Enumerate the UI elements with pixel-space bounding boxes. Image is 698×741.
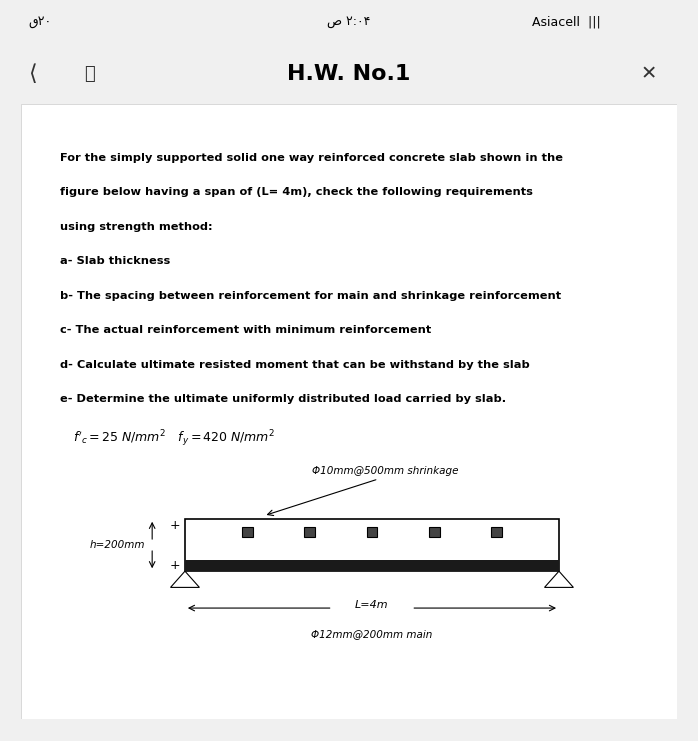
FancyBboxPatch shape: [21, 104, 677, 719]
Text: 🔍: 🔍: [84, 65, 94, 83]
Text: Φ12mm@200mm main: Φ12mm@200mm main: [311, 630, 433, 639]
Text: b- The spacing between reinforcement for main and shrinkage reinforcement: b- The spacing between reinforcement for…: [60, 290, 561, 301]
Text: ⟨: ⟨: [28, 64, 36, 84]
Text: using strength method:: using strength method:: [60, 222, 213, 232]
Bar: [304, 527, 315, 537]
Text: figure below having a span of (L= 4m), check the following requirements: figure below having a span of (L= 4m), c…: [60, 187, 533, 197]
Text: h=200mm: h=200mm: [90, 540, 146, 550]
Bar: [429, 527, 440, 537]
Polygon shape: [544, 571, 573, 588]
Text: $f'_c = 25 \; N/mm^2 \quad f_y = 420 \; N/mm^2$: $f'_c = 25 \; N/mm^2 \quad f_y = 420 \; …: [73, 428, 276, 449]
Text: +: +: [170, 559, 181, 571]
Bar: [185, 519, 559, 571]
Text: Asiacell  |||: Asiacell |||: [524, 15, 600, 28]
Text: ص ۲:۰۴: ص ۲:۰۴: [327, 15, 371, 28]
Text: ٯ۲۰: ٯ۲۰: [28, 15, 51, 28]
Polygon shape: [170, 571, 200, 588]
Text: d- Calculate ultimate resisted moment that can be withstand by the slab: d- Calculate ultimate resisted moment th…: [60, 359, 530, 370]
Text: ✕: ✕: [641, 64, 658, 84]
Bar: [242, 527, 253, 537]
Text: Φ10mm@500mm shrinkage: Φ10mm@500mm shrinkage: [312, 466, 459, 476]
Text: c- The actual reinforcement with minimum reinforcement: c- The actual reinforcement with minimum…: [60, 325, 431, 335]
Text: e- Determine the ultimate uniformly distributed load carried by slab.: e- Determine the ultimate uniformly dist…: [60, 394, 507, 404]
Text: H.W. No.1: H.W. No.1: [288, 64, 410, 84]
Bar: [185, 559, 559, 571]
Text: +: +: [170, 519, 181, 531]
Bar: [491, 527, 502, 537]
Text: a- Slab thickness: a- Slab thickness: [60, 256, 170, 266]
Bar: [366, 527, 377, 537]
Text: L=4m: L=4m: [355, 600, 389, 610]
Text: For the simply supported solid one way reinforced concrete slab shown in the: For the simply supported solid one way r…: [60, 153, 563, 163]
